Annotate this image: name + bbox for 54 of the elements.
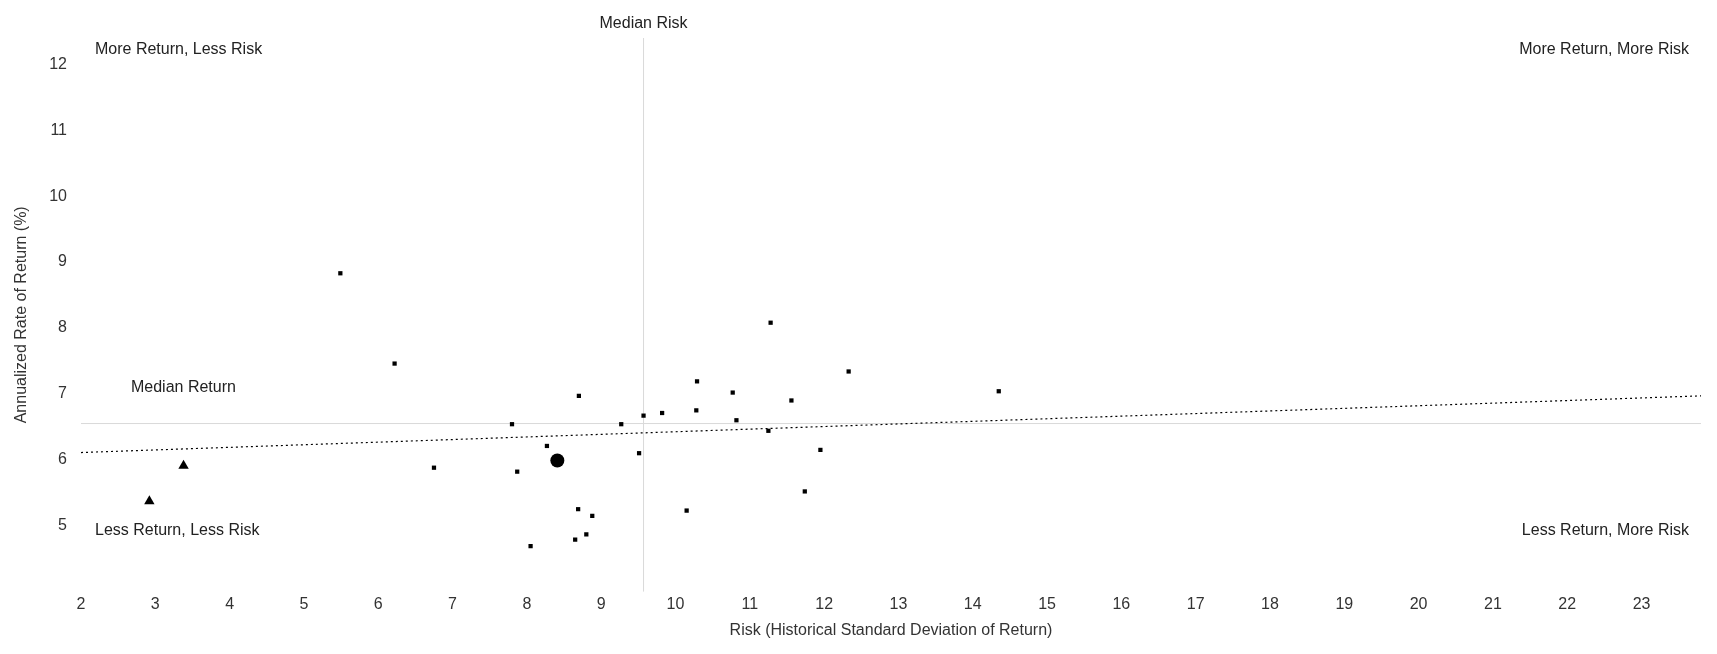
x-tick-label: 18 (1261, 594, 1279, 612)
point (802, 489, 807, 494)
annotation: More Return, More Risk (1519, 40, 1690, 58)
x-axis-title: Risk (Historical Standard Deviation of Return) (729, 620, 1053, 638)
y-axis-title: Annualized Rate of Return (%) (12, 206, 30, 424)
point (768, 320, 773, 325)
y-tick-label: 9 (58, 252, 68, 270)
point (392, 361, 397, 366)
point (528, 544, 533, 549)
x-tick-label: 14 (963, 594, 982, 612)
point (684, 508, 689, 513)
x-tick-label: 10 (666, 594, 685, 612)
x-tick-label: 2 (76, 594, 86, 612)
x-tick-label: 6 (373, 594, 383, 612)
y-tick-label: 12 (49, 54, 68, 72)
y-tick-label: 8 (58, 318, 68, 336)
point (730, 390, 735, 395)
point (846, 369, 851, 374)
x-tick-label: 3 (150, 594, 160, 612)
point (573, 537, 578, 542)
x-tick-label: 11 (741, 594, 759, 612)
x-tick-label: 9 (596, 594, 606, 612)
x-tick-label: 12 (815, 594, 834, 612)
ref-line-label: Median Risk (599, 14, 689, 32)
ref-line-label: Median Return (131, 377, 236, 395)
annotation: Less Return, More Risk (1521, 521, 1690, 539)
y-tick-label: 6 (58, 450, 68, 468)
x-tick-label: 7 (448, 594, 458, 612)
x-tick-label: 19 (1335, 594, 1354, 612)
point (641, 413, 646, 418)
x-tick-label: 15 (1038, 594, 1057, 612)
point (789, 398, 794, 403)
point (766, 428, 771, 433)
x-tick-label: 23 (1632, 594, 1651, 612)
x-tick-label: 8 (522, 594, 532, 612)
point (734, 418, 739, 423)
y-tick-label: 7 (58, 384, 68, 402)
y-tick-label: 5 (58, 516, 68, 534)
x-tick-label: 16 (1112, 594, 1131, 612)
y-tick-label: 11 (50, 120, 68, 138)
x-tick-label: 22 (1558, 594, 1577, 612)
point (550, 453, 565, 468)
y-tick-label: 10 (49, 186, 68, 204)
x-tick-label: 17 (1186, 594, 1205, 612)
x-tick-label: 4 (225, 594, 235, 612)
x-tick-label: 20 (1409, 594, 1428, 612)
point (178, 459, 189, 469)
annotation: Less Return, Less Risk (95, 521, 261, 539)
x-tick-label: 21 (1484, 594, 1502, 612)
x-tick-label: 5 (299, 594, 309, 612)
x-tick-label: 13 (889, 594, 908, 612)
point (144, 495, 155, 505)
annotation: More Return, Less Risk (95, 40, 264, 58)
point (818, 447, 823, 453)
